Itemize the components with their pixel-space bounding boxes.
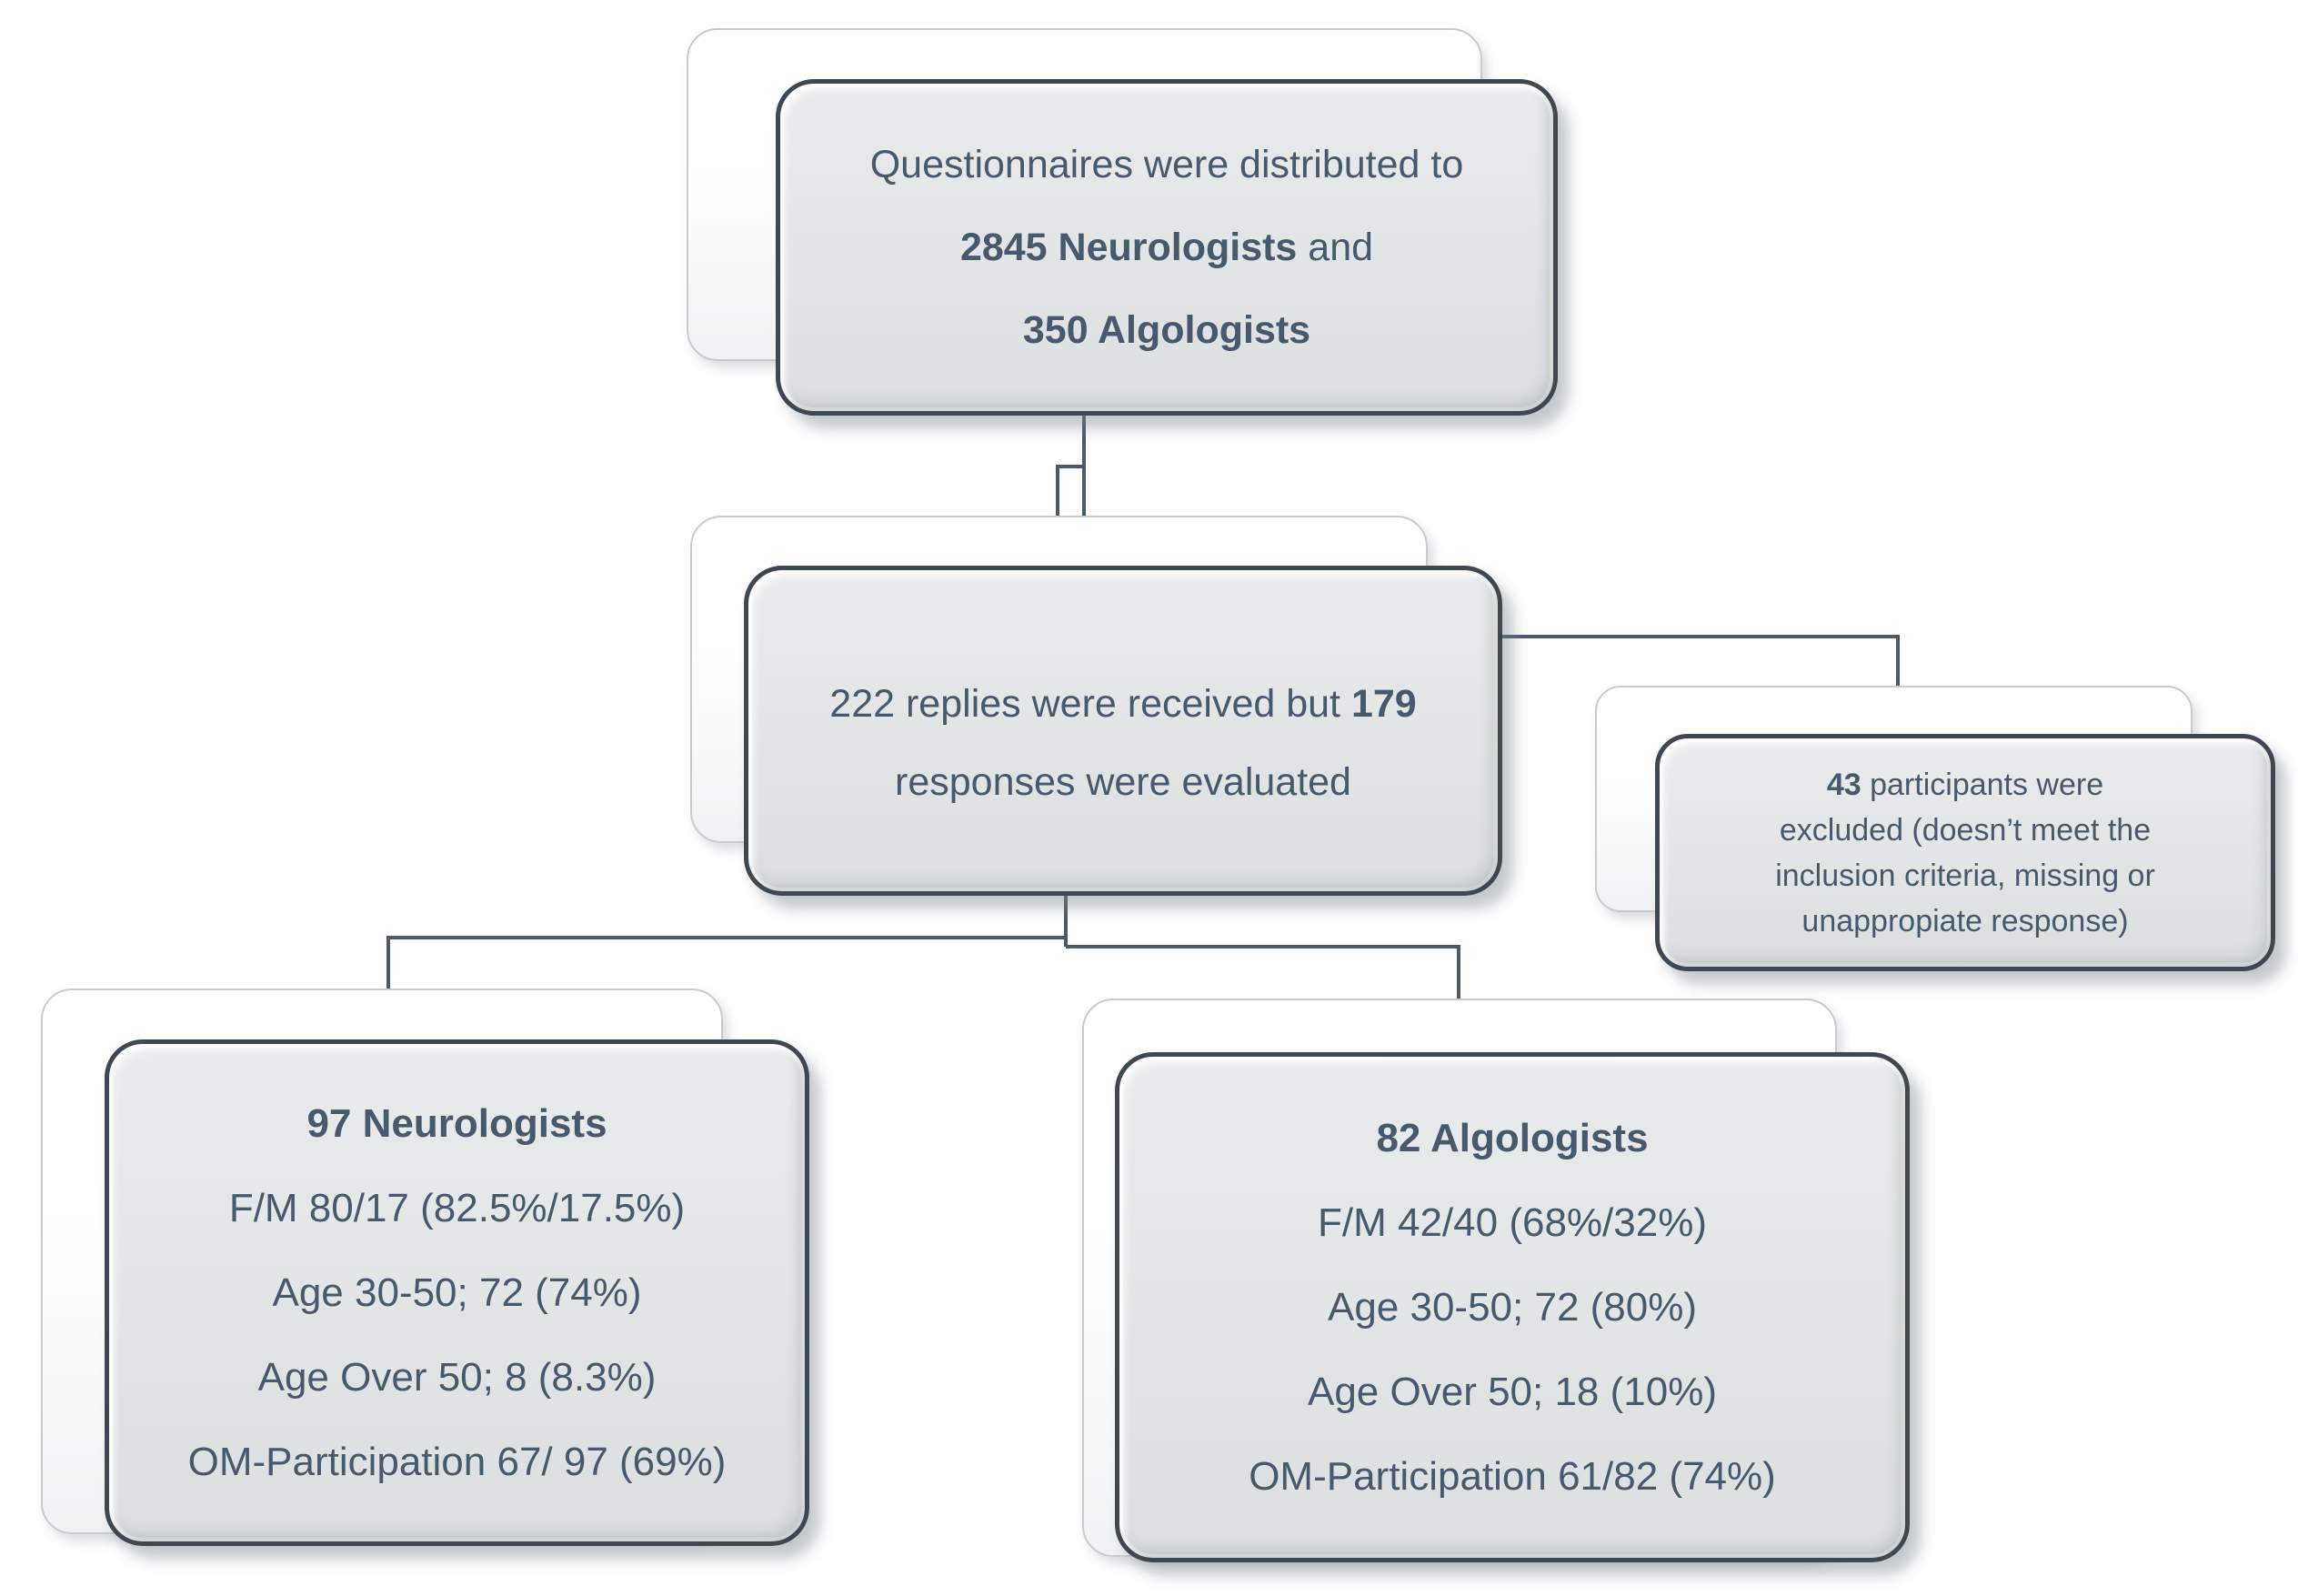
questionnaires-line-2: 2845 Neurologists and	[780, 206, 1553, 289]
neurologists-title: 97 Neurologists	[306, 1101, 607, 1146]
edge-received-excluded	[1499, 635, 1900, 688]
neurologists-row-age-30-50: Age 30-50; 72 (74%)	[272, 1270, 642, 1315]
algologists-row-om-participation: OM-Participation 61/82 (74%)	[1249, 1454, 1776, 1499]
evaluated-count: 179	[1350, 681, 1417, 726]
box-algologists: 82 Algologists F/M 42/40 (68%/32%) Age 3…	[1115, 1052, 1910, 1562]
excluded-line-2: excluded (doesn’t meet the	[1779, 812, 2152, 848]
questionnaires-line-1: Questionnaires were distributed to	[869, 142, 1464, 186]
excluded-line-1-rest: participants were	[1861, 767, 2104, 802]
excluded-line-1: 43 participants were	[1660, 762, 2271, 808]
replies-line-2: responses were evaluated	[895, 759, 1351, 804]
algologists-row-fm: F/M 42/40 (68%/32%)	[1318, 1200, 1707, 1245]
neurologists-row-om-participation: OM-Participation 67/ 97 (69%)	[187, 1440, 727, 1484]
neurologists-row-age-over-50: Age Over 50; 8 (8.3%)	[257, 1355, 657, 1400]
box-neurologists: 97 Neurologists F/M 80/17 (82.5%/17.5%) …	[105, 1039, 809, 1546]
box-replies: 222 replies were received but 179 respon…	[744, 566, 1502, 896]
algologists-distributed-count: 350 Algologists	[1022, 307, 1311, 352]
edge-distributed-received-step	[1056, 465, 1084, 517]
excluded-line-3: inclusion criteria, missing or	[1775, 858, 2155, 893]
edge-split-neurologists	[386, 936, 1066, 990]
algologists-title: 82 Algologists	[1376, 1116, 1649, 1160]
replies-line-1: 222 replies were received but 179	[748, 665, 1498, 743]
algologists-row-age-30-50: Age 30-50; 72 (80%)	[1327, 1285, 1698, 1330]
excluded-count: 43	[1826, 767, 1861, 802]
algologists-row-age-over-50: Age Over 50; 18 (10%)	[1307, 1370, 1717, 1414]
box-excluded: 43 participants were excluded (doesn’t m…	[1655, 734, 2275, 971]
edge-split-algologists	[1066, 945, 1460, 1000]
neurologists-distributed-count: 2845 Neurologists	[959, 225, 1298, 269]
box-questionnaires: Questionnaires were distributed to 2845 …	[776, 79, 1558, 416]
neurologists-row-fm: F/M 80/17 (82.5%/17.5%)	[228, 1186, 686, 1230]
replies-line-1-rest: 222 replies were received but	[829, 681, 1351, 726]
excluded-line-4: unappropiate response)	[1801, 903, 2129, 939]
questionnaires-line-2-rest: and	[1297, 225, 1374, 269]
